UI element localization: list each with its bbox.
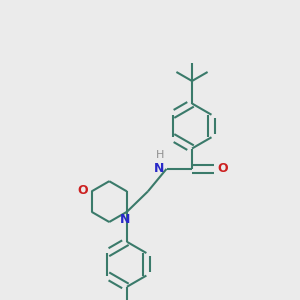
Text: O: O: [77, 184, 88, 197]
Text: N: N: [120, 213, 130, 226]
Text: O: O: [217, 162, 228, 176]
Text: H: H: [156, 151, 164, 160]
Text: N: N: [154, 162, 164, 176]
